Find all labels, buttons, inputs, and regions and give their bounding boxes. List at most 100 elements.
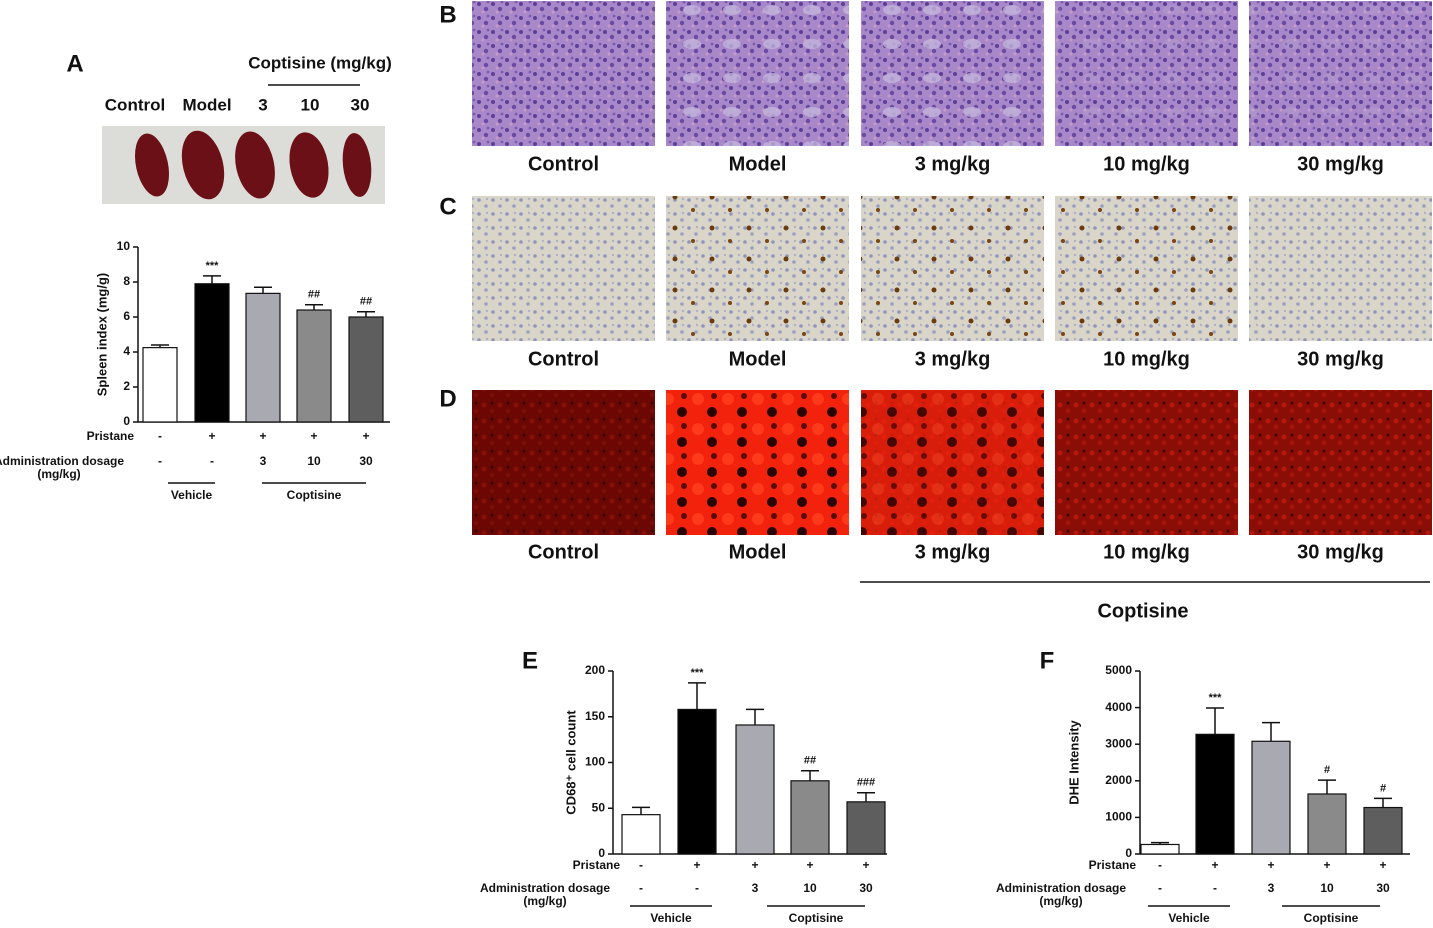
micrograph-caption: Model bbox=[729, 153, 787, 175]
panel-label: F bbox=[1040, 647, 1055, 674]
significance-label: ## bbox=[308, 289, 320, 301]
micrograph-caption: 3 mg/kg bbox=[915, 541, 991, 563]
row-label: Pristane bbox=[1088, 858, 1136, 872]
lane-label: 30 bbox=[351, 95, 370, 114]
micrograph-caption: 3 mg/kg bbox=[915, 153, 991, 175]
micrograph-texture bbox=[666, 390, 849, 535]
panel-label: C bbox=[439, 193, 456, 220]
row-value: 3 bbox=[260, 454, 267, 468]
row-value: 10 bbox=[803, 881, 817, 895]
row-label: Pristane bbox=[572, 858, 620, 872]
row-value: 3 bbox=[1268, 881, 1275, 895]
significance-label: *** bbox=[1209, 692, 1223, 704]
panel-label: D bbox=[439, 385, 456, 412]
lane-label: Model bbox=[182, 95, 231, 114]
bar bbox=[1195, 733, 1235, 855]
significance-label: *** bbox=[691, 667, 705, 679]
micrograph-caption: 30 mg/kg bbox=[1297, 348, 1384, 370]
micrograph-caption: 10 mg/kg bbox=[1103, 153, 1190, 175]
y-tick-label: 0 bbox=[598, 846, 605, 860]
panel-label: A bbox=[66, 50, 83, 77]
bar bbox=[621, 814, 661, 855]
y-tick-label: 2 bbox=[123, 379, 130, 393]
y-tick-label: 5000 bbox=[1105, 663, 1132, 677]
bar bbox=[1363, 806, 1403, 855]
row-label: Administration dosage (mg/kg) bbox=[0, 454, 124, 481]
spleen-shapes bbox=[134, 130, 372, 200]
row-value: + bbox=[259, 429, 266, 443]
row-label: Pristane bbox=[86, 429, 134, 443]
row-value: - bbox=[158, 429, 162, 443]
significance-label: *** bbox=[206, 260, 220, 272]
micrograph-caption: Model bbox=[729, 348, 787, 370]
micrograph-texture bbox=[666, 196, 849, 341]
bar bbox=[677, 708, 717, 855]
group-label: Coptisine bbox=[789, 911, 844, 925]
micrograph-caption: 30 mg/kg bbox=[1297, 153, 1384, 175]
row-value: 30 bbox=[1376, 881, 1390, 895]
y-axis-label: DHE Intensity bbox=[1066, 719, 1081, 804]
row-value: - bbox=[1158, 881, 1162, 895]
bar bbox=[1251, 740, 1291, 855]
y-tick-label: 1000 bbox=[1105, 810, 1132, 824]
group-label: Coptisine bbox=[1097, 600, 1188, 622]
row-value: 10 bbox=[1320, 881, 1334, 895]
y-tick-label: 3000 bbox=[1105, 736, 1132, 750]
bar bbox=[142, 347, 178, 423]
micrograph bbox=[1055, 390, 1238, 535]
row-value: + bbox=[1211, 858, 1218, 872]
bar bbox=[245, 292, 281, 423]
group-label: Coptisine bbox=[1304, 911, 1359, 925]
row-value: - bbox=[1158, 858, 1162, 872]
row-value: - bbox=[1213, 881, 1217, 895]
row-value: + bbox=[806, 858, 813, 872]
y-tick-label: 2000 bbox=[1105, 773, 1132, 787]
micrograph-texture bbox=[472, 390, 655, 535]
row-value: + bbox=[751, 858, 758, 872]
y-tick-label: 200 bbox=[585, 663, 605, 677]
micrograph bbox=[472, 196, 655, 341]
row-value: 30 bbox=[359, 454, 373, 468]
row-value: - bbox=[158, 454, 162, 468]
row-value: - bbox=[695, 881, 699, 895]
micrograph bbox=[1249, 196, 1432, 341]
micrograph-texture bbox=[1055, 196, 1238, 341]
row-label: Administration dosage (mg/kg) bbox=[995, 881, 1126, 908]
micrograph-texture bbox=[861, 196, 1044, 341]
micrograph bbox=[472, 1, 655, 146]
micrograph-texture bbox=[861, 1, 1044, 146]
micrograph-caption: Control bbox=[528, 541, 599, 563]
bar bbox=[1307, 793, 1347, 855]
micrograph bbox=[472, 390, 655, 535]
bar bbox=[194, 283, 230, 423]
y-tick-label: 0 bbox=[123, 414, 130, 428]
row-value: 3 bbox=[752, 881, 759, 895]
micrograph-texture bbox=[666, 1, 849, 146]
group-label: Coptisine bbox=[287, 488, 342, 502]
micrograph-caption: 10 mg/kg bbox=[1103, 348, 1190, 370]
row-value: 30 bbox=[859, 881, 873, 895]
micrograph-caption: 3 mg/kg bbox=[915, 348, 991, 370]
y-axis-label: Spleen index (mg/g) bbox=[94, 273, 109, 397]
row-value: + bbox=[1379, 858, 1386, 872]
row-label: Administration dosage (mg/kg) bbox=[479, 881, 610, 908]
y-tick-label: 150 bbox=[585, 709, 605, 723]
row-value: + bbox=[310, 429, 317, 443]
lane-label: Control bbox=[105, 95, 165, 114]
bar bbox=[1140, 843, 1180, 855]
group-label: Vehicle bbox=[1168, 911, 1210, 925]
y-tick-label: 10 bbox=[117, 239, 131, 253]
significance-label: ## bbox=[360, 296, 372, 308]
significance-label: ## bbox=[804, 755, 816, 767]
row-value: - bbox=[639, 858, 643, 872]
micrograph-texture bbox=[861, 390, 1044, 535]
micrograph-caption: Control bbox=[528, 153, 599, 175]
significance-label: ### bbox=[857, 777, 875, 789]
y-tick-label: 8 bbox=[123, 274, 130, 288]
group-label: Vehicle bbox=[171, 488, 213, 502]
micrograph-caption: Model bbox=[729, 541, 787, 563]
panel-label: E bbox=[522, 647, 538, 674]
micrograph-caption: 30 mg/kg bbox=[1297, 541, 1384, 563]
photo-header: Coptisine (mg/kg) bbox=[248, 53, 392, 72]
